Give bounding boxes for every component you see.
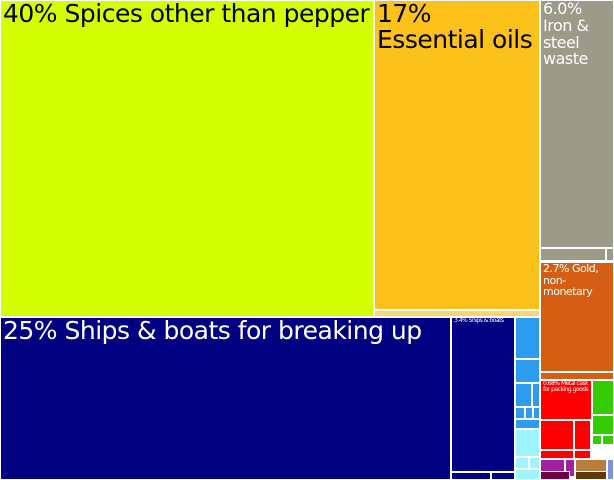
- treemap-tile: [529, 457, 540, 469]
- treemap-tile: [574, 420, 591, 450]
- treemap-tile: [592, 380, 614, 415]
- treemap-tile: [540, 372, 614, 380]
- treemap-tile: [491, 472, 515, 480]
- treemap-tile: [515, 419, 540, 429]
- treemap-tile: 6.0% Iron & steel waste: [540, 0, 614, 248]
- treemap-tile: 0.68% Metal cask for packing goods: [540, 380, 592, 420]
- tile-label: 0.68% Metal cask for packing goods: [543, 380, 589, 394]
- tile-label: 17% Essential oils: [377, 0, 533, 55]
- treemap-tile: [540, 420, 574, 450]
- treemap-tile: [592, 435, 602, 445]
- tile-label: 25% Ships & boats for breaking up: [3, 317, 422, 345]
- treemap-tile: 3.4% Ships & boats: [451, 317, 515, 472]
- treemap-tile: [525, 407, 533, 419]
- treemap-tile: [515, 457, 529, 469]
- tile-label: 3.4% Ships & boats: [454, 317, 504, 324]
- tile-label: 6.0% Iron & steel waste: [543, 0, 589, 69]
- treemap-tile: [607, 459, 614, 480]
- treemap-tile: 40% Spices other than pepper: [0, 0, 374, 317]
- treemap-tile: [606, 248, 614, 261]
- treemap-tile: [565, 459, 575, 477]
- treemap-tile: [515, 469, 540, 480]
- tile-label: 2.7% Gold, non-monetary: [543, 262, 599, 299]
- treemap-tile: [451, 472, 491, 480]
- treemap-tile: [374, 310, 540, 317]
- treemap-tile: [602, 435, 614, 445]
- treemap-tile: [515, 359, 540, 383]
- treemap-tile: 2.7% Gold, non-monetary: [540, 262, 614, 372]
- treemap-tile: [515, 407, 525, 419]
- tile-label: 40% Spices other than pepper: [3, 0, 370, 28]
- treemap-tile: [592, 415, 614, 435]
- treemap-tile: [532, 383, 540, 407]
- treemap-tile: [533, 407, 540, 419]
- treemap-tile: [575, 471, 607, 480]
- treemap-tile: [515, 317, 540, 359]
- treemap-tile: [515, 383, 532, 407]
- treemap-tile: 25% Ships & boats for breaking up: [0, 317, 451, 480]
- treemap-tile: [540, 248, 606, 261]
- treemap-tile: [515, 429, 540, 457]
- treemap-tile: [574, 450, 591, 459]
- treemap-tile: [540, 450, 574, 459]
- treemap-tile: 17% Essential oils: [374, 0, 540, 310]
- treemap-tile: [540, 471, 570, 480]
